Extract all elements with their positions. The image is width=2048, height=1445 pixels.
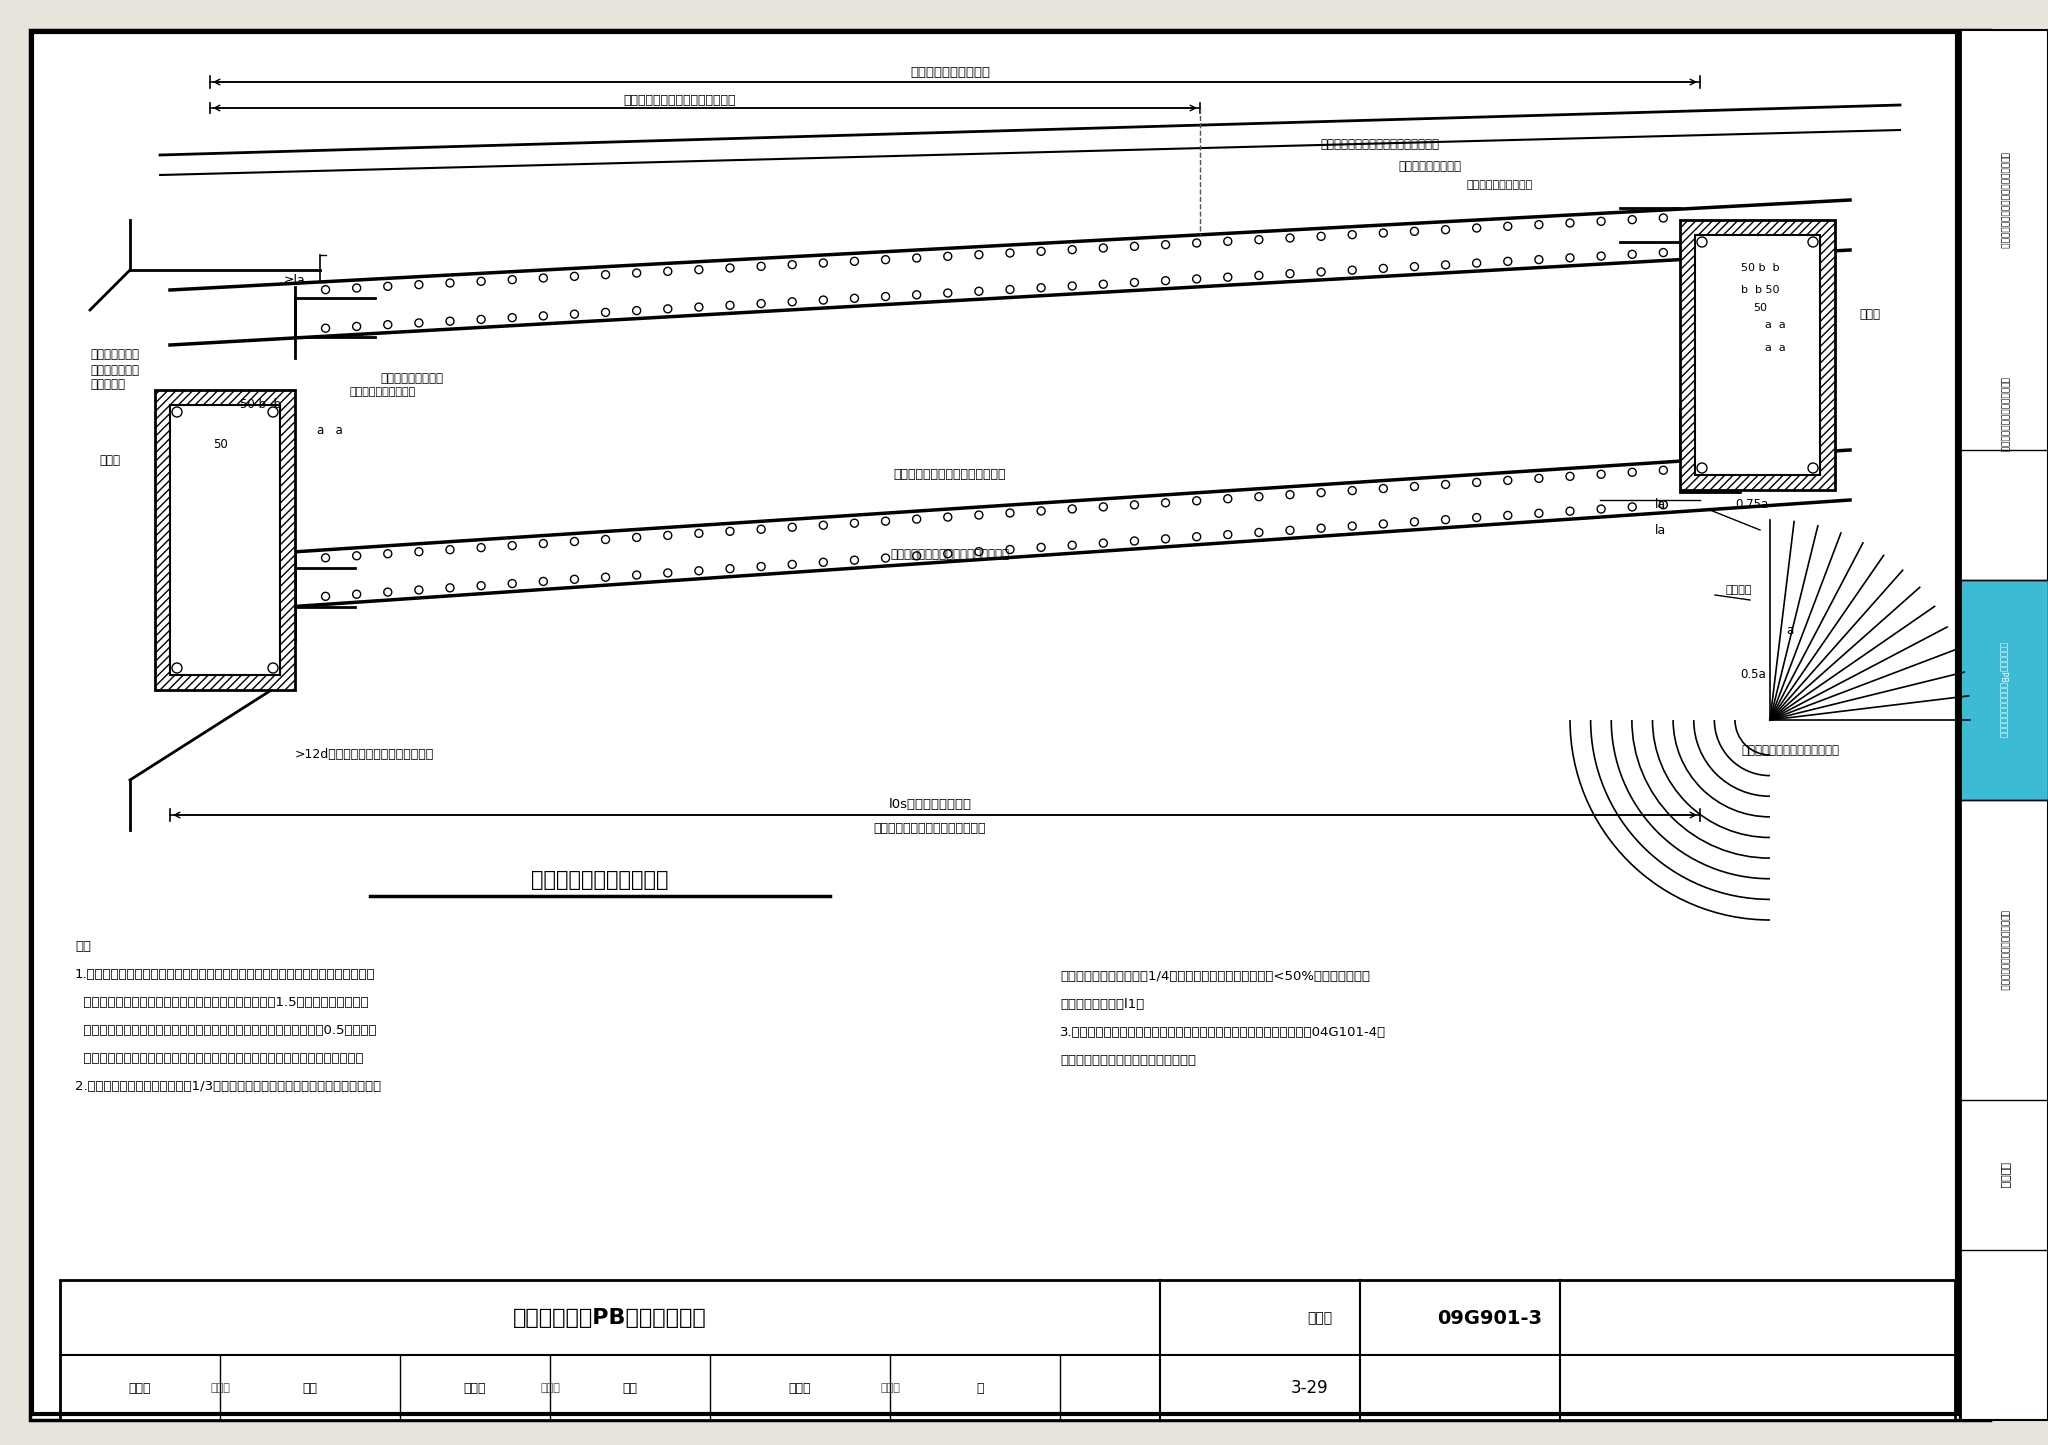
Bar (59, 1280, 1956, 1420)
Text: 也可与相邻水平: 也可与相邻水平 (90, 364, 139, 377)
Text: 张之文: 张之文 (541, 1383, 559, 1393)
Text: 0.5a: 0.5a (1741, 669, 1765, 682)
Text: 独立基础、条形基础、桩基承台: 独立基础、条形基础、桩基承台 (1999, 377, 2009, 452)
Text: 接时，搭接长度为l1。: 接时，搭接长度为l1。 (1061, 998, 1145, 1011)
Text: la: la (1655, 523, 1665, 536)
Text: 张工文: 张工文 (463, 1381, 485, 1394)
Text: 09G901-3: 09G901-3 (1438, 1309, 1542, 1328)
Text: >12d且过中线（直锚足够时可不弯）: >12d且过中线（直锚足够时可不弯） (295, 749, 434, 762)
Text: 筏形基础、箱形基础、地下室结构: 筏形基础、箱形基础、地下室结构 (1999, 910, 2009, 990)
Text: （或为弯坡道中线展开水平跨度）: （或为弯坡道中线展开水平跨度） (874, 822, 987, 835)
Text: 3-29: 3-29 (1290, 1379, 1329, 1397)
Text: 黄志刚: 黄志刚 (129, 1381, 152, 1394)
Text: 页: 页 (977, 1381, 983, 1394)
Text: 郦坡道（及弯道环向）板上郦贯通钢筋: 郦坡道（及弯道环向）板上郦贯通钢筋 (1321, 139, 1440, 152)
Text: 注：: 注： (76, 941, 90, 954)
Text: 50: 50 (1753, 303, 1767, 314)
Text: 郦坡道上部非贯通筋: 郦坡道上部非贯通筋 (381, 371, 442, 384)
Text: 支座在支座中心线左右各1/4轴线跨度范围内连接，连接率<50%。当采用搭接连: 支座在支座中心线左右各1/4轴线跨度范围内连接，连接率<50%。当采用搭接连 (1061, 970, 1370, 983)
Bar (1679, 220, 1835, 490)
Text: 低端搁板水平投影长度: 低端搁板水平投影长度 (909, 65, 989, 78)
Bar (156, 390, 295, 691)
Text: 坡道中线: 坡道中线 (1724, 585, 1751, 595)
Bar (170, 405, 281, 675)
Text: 度），当放射径向贯通钢筋之间的间距达到设计间距的1.5倍时，应在两径向钢: 度），当放射径向贯通钢筋之间的间距达到设计间距的1.5倍时，应在两径向钢 (76, 996, 369, 1009)
Text: a: a (1786, 623, 1794, 636)
Text: 0.75a: 0.75a (1735, 499, 1767, 512)
Text: 梁角筋: 梁角筋 (1860, 308, 1880, 321)
Text: 坡道板放射状钢筋增减排布示意: 坡道板放射状钢筋增减排布示意 (1741, 744, 1839, 757)
Text: （延伸长度设计标注）: （延伸长度设计标注） (1466, 181, 1534, 189)
Text: la: la (1655, 499, 1665, 512)
Text: b  b 50: b b 50 (1741, 285, 1780, 295)
Text: 地下室坡道板PB钢筋排布规则与构造详图: 地下室坡道板PB钢筋排布规则与构造详图 (1999, 642, 2009, 738)
Text: 地下室坡道板PB钢筋排布构造: 地下室坡道板PB钢筋排布构造 (514, 1308, 707, 1328)
Text: 非贯通钢筋跨内延伸水平投影长度: 非贯通钢筋跨内延伸水平投影长度 (893, 468, 1006, 481)
Text: 王怀元: 王怀元 (788, 1381, 811, 1394)
Text: 设计: 设计 (623, 1381, 637, 1394)
Text: l0s（坡道轴线跨度）: l0s（坡道轴线跨度） (889, 799, 971, 812)
Text: 图集号: 图集号 (1307, 1311, 1333, 1325)
Bar (1960, 30, 2048, 1420)
Text: 跨连通配置: 跨连通配置 (90, 379, 125, 392)
Text: 郦坡道（及弯道环向）板下郦贯通钢筋: 郦坡道（及弯道环向）板下郦贯通钢筋 (891, 549, 1010, 562)
Text: a   a: a a (317, 423, 342, 436)
Text: 一般构造: 一般构造 (1999, 1162, 2009, 1188)
Text: 郦坡道上部非贯通筋: 郦坡道上部非贯通筋 (1399, 160, 1462, 173)
Text: ≥la: ≥la (285, 273, 305, 286)
Text: a  a: a a (1765, 319, 1786, 329)
Bar (1960, 579, 2048, 801)
Text: 孙怀元: 孙怀元 (881, 1383, 899, 1393)
Text: 50 b  b: 50 b b (240, 399, 281, 412)
Bar (1696, 236, 1821, 475)
Text: 黄名川: 黄名川 (211, 1383, 229, 1393)
Text: （见伸长度设计标注）: （见伸长度设计标注） (350, 387, 416, 397)
Text: 混凝土结构施工钢筋排布规则与构造详图: 混凝土结构施工钢筋排布规则与构造详图 (1999, 152, 2009, 249)
Text: 梁角筋: 梁角筋 (100, 454, 121, 467)
Text: 坡道板下段钢筋排布构造: 坡道板下段钢筋排布构造 (530, 870, 670, 890)
Text: a  a: a a (1765, 342, 1786, 353)
Text: 3.坡道板其他构造要求与平板相同，构造要求按国家建筑标准设计图集04G101-4及: 3.坡道板其他构造要求与平板相同，构造要求按国家建筑标准设计图集04G101-4… (1061, 1026, 1386, 1039)
Text: 筋之间附加一根等强度等直径的径向钢筋，当放射状钢筋间距缩小到0.5倍设计间: 筋之间附加一根等强度等直径的径向钢筋，当放射状钢筋间距缩小到0.5倍设计间 (76, 1025, 377, 1038)
Text: 1.当为弯坡道时，坡道板的下部、上部径向贯通纵筋按放射状分布（沿坡道板中线量: 1.当为弯坡道时，坡道板的下部、上部径向贯通纵筋按放射状分布（沿坡道板中线量 (76, 968, 375, 981)
Text: 50: 50 (213, 438, 227, 451)
Text: 距时，放射状径向钢筋应间隔一根截断一根；环向贯通钢筋按同心圆平行分布。: 距时，放射状径向钢筋应间隔一根截断一根；环向贯通钢筋按同心圆平行分布。 (76, 1052, 362, 1065)
Text: 2.坡道板上部贯通纵筋可在跨中1/3轴线跨度范围内连接，下部贯通纵筋可贯通中间: 2.坡道板上部贯通纵筋可在跨中1/3轴线跨度范围内连接，下部贯通纵筋可贯通中间 (76, 1079, 381, 1092)
Text: 非贯通钢筋跨内延伸水平投影长度: 非贯通钢筋跨内延伸水平投影长度 (625, 94, 735, 107)
Text: 端支座上部纵筋: 端支座上部纵筋 (90, 348, 139, 361)
Text: 其相应的钢筋排布图集中的构造规定。: 其相应的钢筋排布图集中的构造规定。 (1061, 1053, 1196, 1066)
Text: 50 b  b: 50 b b (1741, 263, 1780, 273)
Text: 校对: 校对 (303, 1381, 317, 1394)
